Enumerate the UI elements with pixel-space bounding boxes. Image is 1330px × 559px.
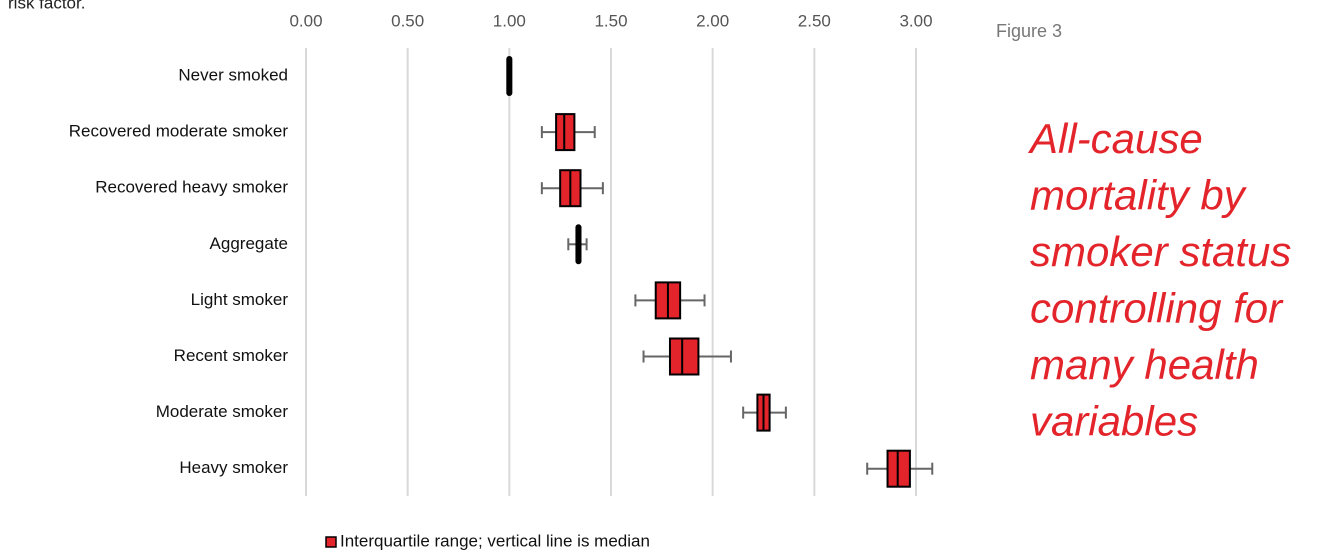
title-line: variables (1030, 398, 1198, 445)
figure-label: Figure 3 (996, 21, 1062, 41)
category-label: Moderate smoker (156, 402, 289, 421)
x-tick-label: 0.00 (289, 11, 322, 30)
caption-fragment: risk factor. (8, 0, 85, 12)
legend-label: Interquartile range; vertical line is me… (340, 531, 650, 550)
x-tick-label: 1.50 (594, 11, 627, 30)
category-label: Never smoked (178, 65, 288, 84)
x-tick-label: 3.00 (899, 11, 932, 30)
title-line: controlling for (1030, 285, 1284, 332)
x-tick-label: 0.50 (391, 11, 424, 30)
category-label: Heavy smoker (179, 458, 288, 477)
title-line: All-cause (1027, 115, 1203, 162)
legend-swatch (325, 536, 337, 548)
iqr-box (555, 113, 576, 152)
title-line: many health (1030, 341, 1259, 388)
title-line: mortality by (1030, 172, 1248, 219)
x-tick-label: 1.00 (493, 11, 526, 30)
category-label: Recovered moderate smoker (69, 122, 289, 141)
category-label: Recent smoker (174, 346, 289, 365)
x-tick-label: 2.00 (696, 11, 729, 30)
category-label: Recovered heavy smoker (95, 178, 288, 197)
category-label: Aggregate (210, 234, 288, 253)
iqr-box (668, 337, 700, 376)
iqr-box (886, 449, 911, 488)
category-label: Light smoker (191, 290, 289, 309)
title-line: smoker status (1030, 228, 1291, 275)
x-tick-label: 2.50 (798, 11, 831, 30)
